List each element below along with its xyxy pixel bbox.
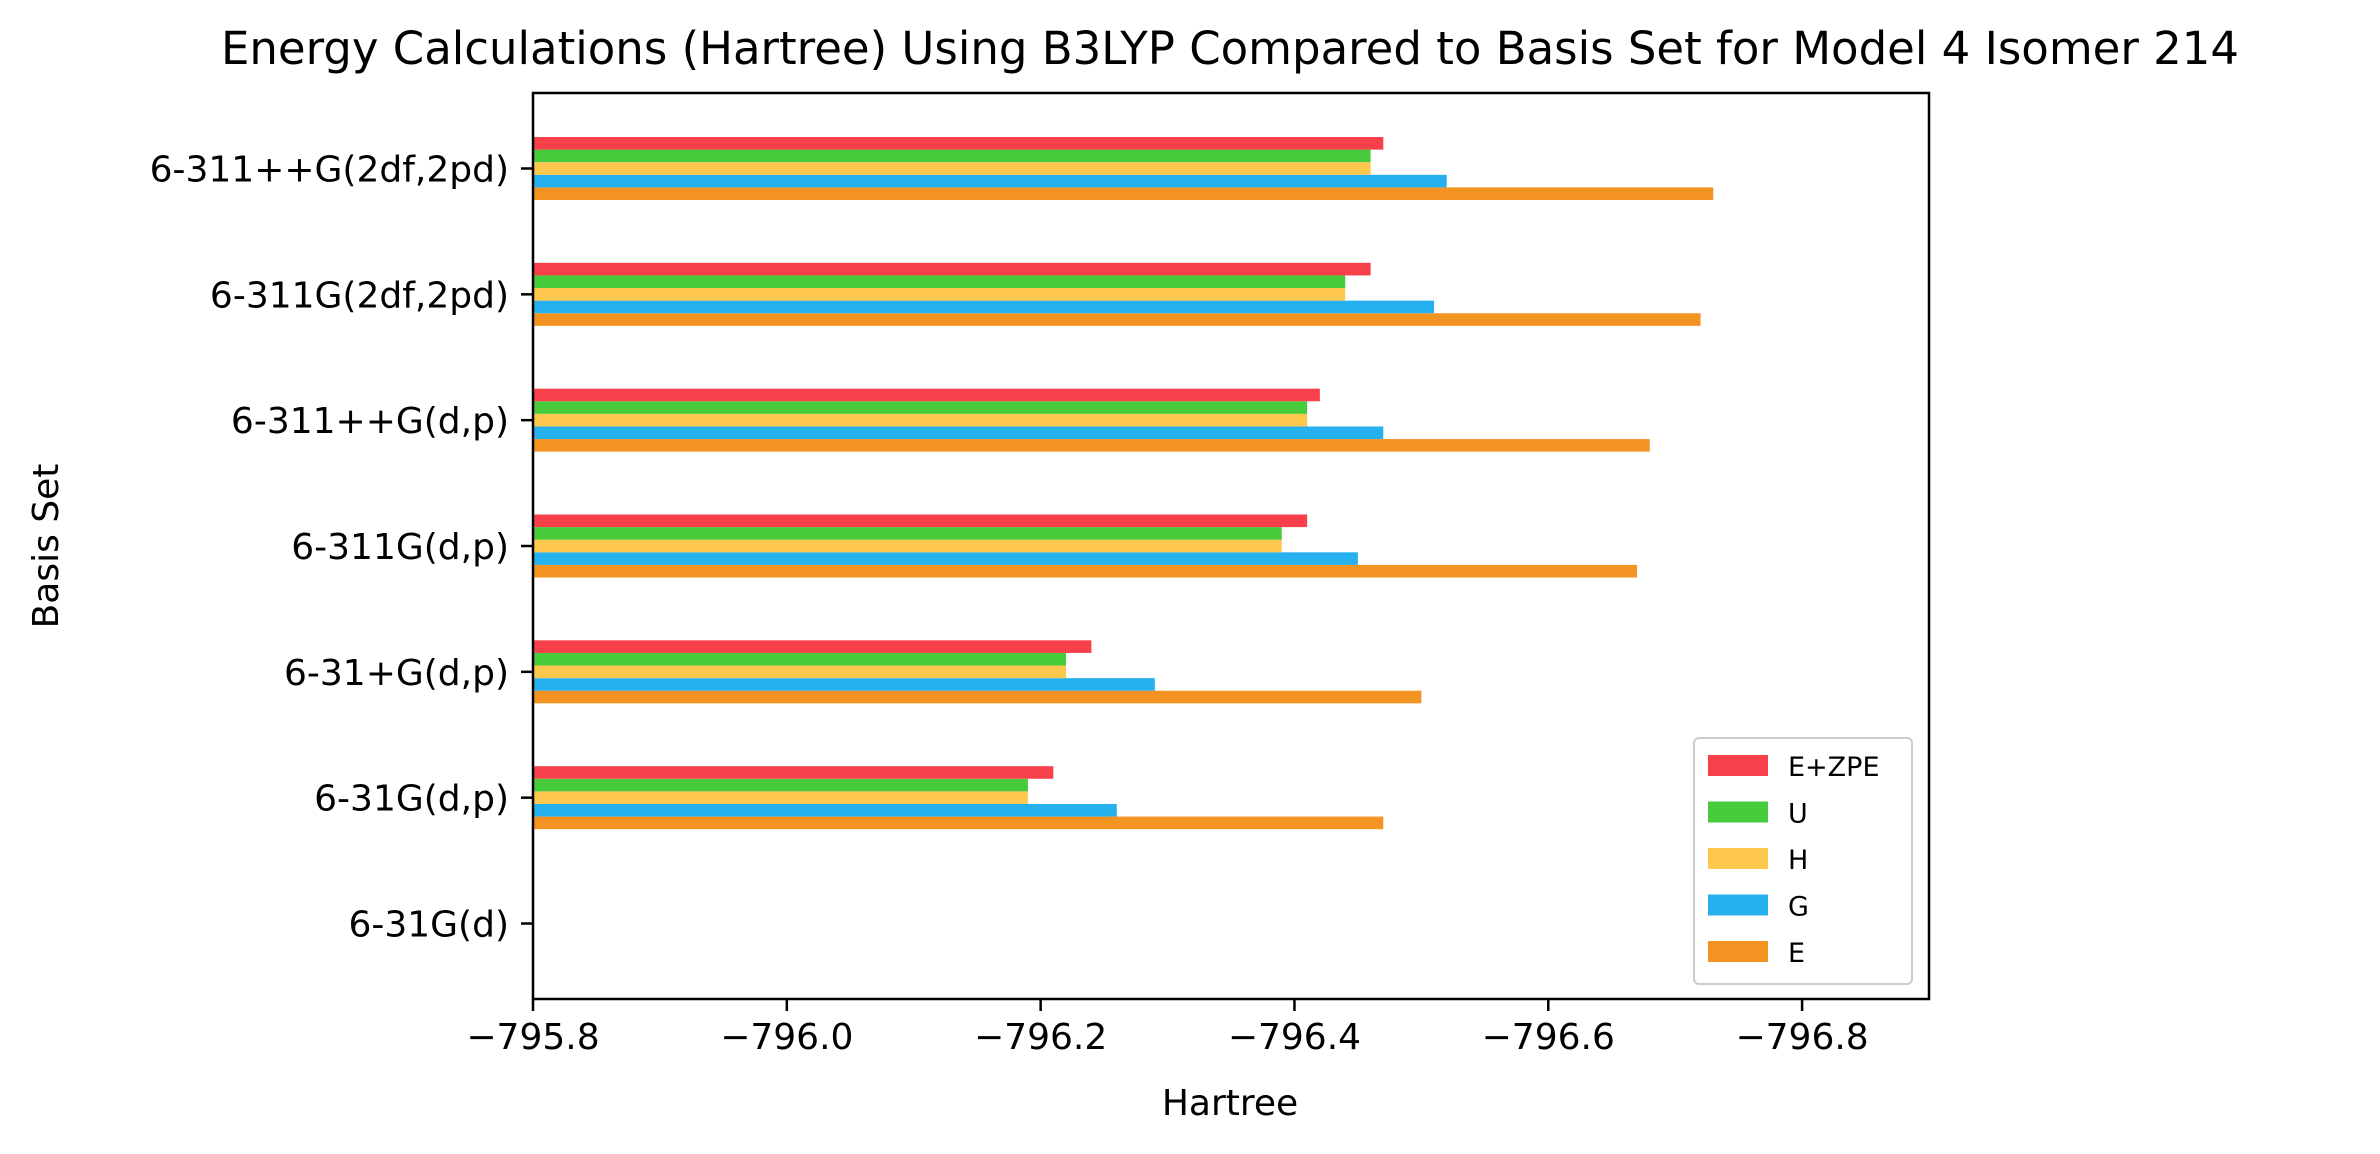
bar-g-3	[533, 552, 1358, 565]
bar-e-zpe-1	[533, 766, 1054, 779]
bar-e-zpe-6	[533, 137, 1384, 150]
legend-label: E	[1788, 938, 1805, 969]
y-tick-label: 6-31G(d,p)	[314, 779, 509, 820]
bar-e-zpe-2	[533, 640, 1092, 653]
bar-e-5	[533, 313, 1701, 326]
bar-u-2	[533, 652, 1067, 666]
bar-e-3	[533, 564, 1638, 578]
bar-u-3	[533, 527, 1282, 540]
bar-e-2	[533, 690, 1422, 704]
bar-u-6	[533, 149, 1371, 163]
y-tick-label: 6-311G(d,p)	[291, 527, 509, 568]
x-tick-label: −796.0	[720, 1017, 853, 1058]
bar-g-4	[533, 426, 1384, 440]
bar-g-2	[533, 678, 1155, 691]
bar-h-6	[533, 162, 1371, 175]
legend-label: E+ZPE	[1788, 752, 1880, 783]
bar-g-5	[533, 300, 1435, 314]
bar-u-5	[533, 275, 1346, 289]
x-axis: −795.8 −796.0 −796.2 −796.4 −796.6 −796.8	[466, 999, 1869, 1058]
legend-label: U	[1788, 799, 1808, 830]
legend-label: G	[1788, 892, 1809, 923]
y-tick-label: 6-311G(2df,2pd)	[210, 275, 509, 316]
bar-g-1	[533, 803, 1117, 817]
y-axis-label: Basis Set	[26, 464, 67, 629]
legend-swatch	[1708, 894, 1768, 916]
bar-e-4	[533, 439, 1650, 452]
bar-h-3	[533, 539, 1282, 553]
x-tick-label: −795.8	[466, 1017, 599, 1058]
legend-label: H	[1788, 845, 1808, 876]
bar-h-1	[533, 791, 1028, 804]
bar-e-1	[533, 816, 1384, 830]
legend-swatch	[1708, 941, 1768, 962]
y-tick-label: 6-31G(d)	[348, 905, 509, 946]
bar-e-6	[533, 187, 1714, 200]
bar-e-zpe-5	[533, 262, 1371, 276]
chart-title: Energy Calculations (Hartree) Using B3LY…	[221, 22, 2239, 75]
y-tick-label: 6-311++G(2df,2pd)	[150, 150, 509, 191]
x-tick-label: −796.4	[1228, 1017, 1361, 1058]
legend-swatch	[1708, 755, 1768, 776]
bar-h-2	[533, 665, 1067, 679]
x-tick-label: −796.6	[1482, 1017, 1615, 1058]
bars-group	[533, 137, 1714, 830]
bar-e-zpe-3	[533, 514, 1308, 528]
bar-h-4	[533, 413, 1308, 427]
y-tick-label: 6-311++G(d,p)	[231, 401, 509, 442]
bar-e-zpe-4	[533, 388, 1320, 402]
y-tick-label: 6-31+G(d,p)	[284, 653, 509, 694]
x-axis-label: Hartree	[1162, 1083, 1298, 1124]
legend-swatch	[1708, 801, 1768, 823]
bar-g-6	[533, 174, 1447, 188]
legend-box	[1693, 737, 1913, 985]
x-tick-label: −796.8	[1735, 1017, 1868, 1058]
x-tick-label: −796.2	[974, 1017, 1107, 1058]
bar-h-5	[533, 288, 1346, 301]
legend-swatch	[1708, 848, 1768, 869]
bar-u-1	[533, 778, 1028, 792]
y-axis: 6-31G(d) 6-31G(d,p) 6-31+G(d,p) 6-311G(d,p)…	[150, 150, 533, 946]
bar-u-4	[533, 401, 1308, 414]
